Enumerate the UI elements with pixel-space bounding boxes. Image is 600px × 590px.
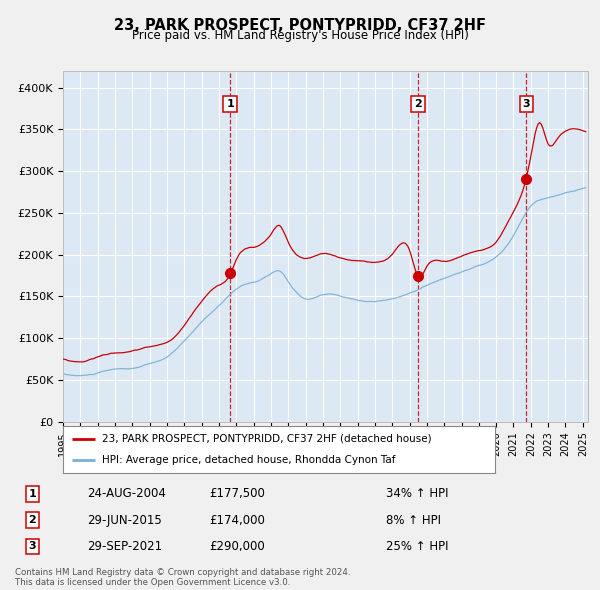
Text: 1: 1 (226, 99, 234, 109)
Text: 3: 3 (28, 542, 36, 552)
Text: This data is licensed under the Open Government Licence v3.0.: This data is licensed under the Open Gov… (15, 578, 290, 587)
Text: 2: 2 (415, 99, 422, 109)
Text: 1: 1 (28, 489, 36, 499)
Text: Price paid vs. HM Land Registry's House Price Index (HPI): Price paid vs. HM Land Registry's House … (131, 30, 469, 42)
Text: £290,000: £290,000 (209, 540, 265, 553)
Text: 3: 3 (523, 99, 530, 109)
Text: Contains HM Land Registry data © Crown copyright and database right 2024.: Contains HM Land Registry data © Crown c… (15, 568, 350, 576)
Text: 25% ↑ HPI: 25% ↑ HPI (386, 540, 449, 553)
Text: 2: 2 (28, 515, 36, 525)
Text: 24-AUG-2004: 24-AUG-2004 (87, 487, 166, 500)
Text: HPI: Average price, detached house, Rhondda Cynon Taf: HPI: Average price, detached house, Rhon… (102, 455, 395, 465)
Text: 23, PARK PROSPECT, PONTYPRIDD, CF37 2HF: 23, PARK PROSPECT, PONTYPRIDD, CF37 2HF (114, 18, 486, 32)
Text: 29-SEP-2021: 29-SEP-2021 (87, 540, 162, 553)
Text: £174,000: £174,000 (209, 514, 265, 527)
Text: 34% ↑ HPI: 34% ↑ HPI (386, 487, 449, 500)
Text: 8% ↑ HPI: 8% ↑ HPI (386, 514, 442, 527)
Text: 29-JUN-2015: 29-JUN-2015 (87, 514, 161, 527)
Text: 23, PARK PROSPECT, PONTYPRIDD, CF37 2HF (detached house): 23, PARK PROSPECT, PONTYPRIDD, CF37 2HF … (102, 434, 431, 444)
Text: £177,500: £177,500 (209, 487, 265, 500)
